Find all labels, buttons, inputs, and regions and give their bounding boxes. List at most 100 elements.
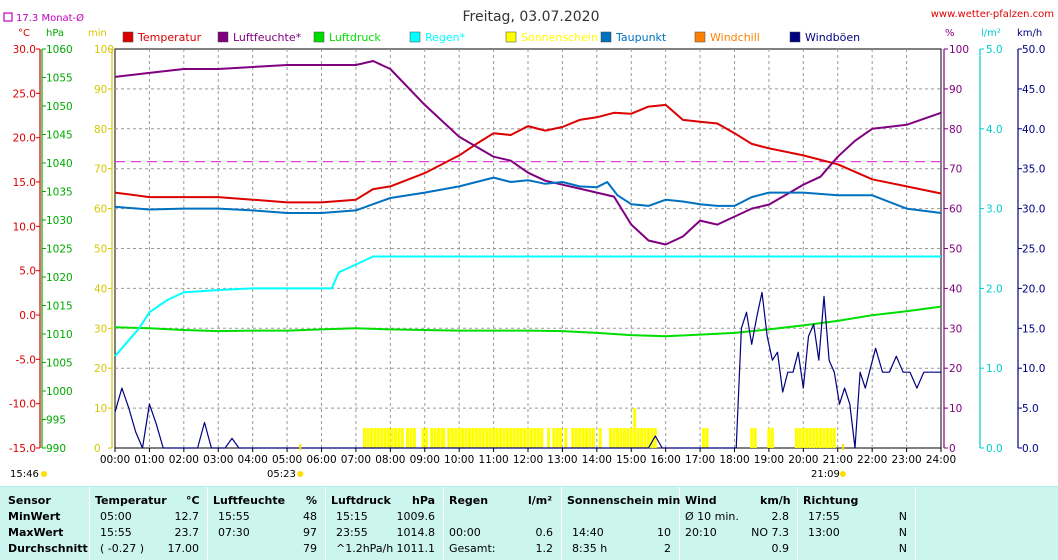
stats-cell-press-time: 15:15 bbox=[336, 510, 368, 523]
sunshine-bar bbox=[495, 428, 499, 448]
sunshine-bar bbox=[767, 428, 771, 448]
legend-swatch bbox=[313, 31, 325, 43]
legend-label: Regen* bbox=[425, 31, 466, 44]
axis-tick-label: 50 bbox=[94, 244, 107, 256]
axis-tick-label: 90 bbox=[94, 84, 107, 96]
unit-lm2: l/m² bbox=[981, 28, 1001, 39]
sunshine-bar bbox=[805, 428, 809, 448]
monthly-avg-label: 17.3 Monat-Ø bbox=[16, 12, 84, 24]
stats-cell-temp-time: 05:00 bbox=[100, 510, 132, 523]
x-tick-label: 12:00 bbox=[513, 454, 543, 466]
sunshine-bar bbox=[636, 428, 640, 448]
sunshine-bar bbox=[770, 428, 774, 448]
axis-tick-label: -15.0 bbox=[9, 443, 36, 455]
stats-header-temp: Temperatur bbox=[95, 494, 167, 507]
sunshine-bar bbox=[430, 428, 434, 448]
sunshine-bar bbox=[829, 428, 833, 448]
sunshine-bar bbox=[626, 428, 630, 448]
sunshine-bar bbox=[409, 428, 413, 448]
sunshine-bar bbox=[464, 428, 468, 448]
sunshine-bar bbox=[450, 428, 454, 448]
stats-cell-temp-time: ( -0.27 ) bbox=[100, 542, 145, 555]
unit-kmh: km/h bbox=[1017, 28, 1042, 39]
chart-title: Freitag, 03.07.2020 bbox=[463, 9, 600, 25]
stats-cell-temp-val: 12.7 bbox=[174, 510, 200, 523]
axis-tick-label: 1005 bbox=[46, 358, 73, 370]
sunshine-bar bbox=[457, 428, 461, 448]
axis-tick-label: 1000 bbox=[46, 386, 73, 398]
sunshine-bars bbox=[363, 408, 836, 448]
sunshine-bar bbox=[421, 428, 425, 448]
axis-tick-label: 3.0 bbox=[986, 204, 1003, 216]
sunshine-bar bbox=[366, 428, 370, 448]
sunshine-bar bbox=[801, 428, 805, 448]
stats-cell-press-time: 23:55 bbox=[336, 526, 368, 539]
stats-cell-rain-val: 0.6 bbox=[535, 526, 554, 539]
x-tick-label: 06:00 bbox=[306, 454, 336, 466]
stats-cell-hum-time: 15:55 bbox=[218, 510, 250, 523]
sunshine-bar bbox=[640, 428, 644, 448]
sunshine-bar bbox=[646, 428, 650, 448]
stats-cell-label: MinWert bbox=[8, 510, 61, 523]
sunshine-bar bbox=[581, 428, 585, 448]
sunshine-bar bbox=[585, 428, 589, 448]
sunshine-bar bbox=[798, 428, 802, 448]
sunshine-bar bbox=[633, 408, 637, 448]
axis-tick-label: 1025 bbox=[46, 244, 73, 256]
stats-cell-press-val: 1009.6 bbox=[396, 510, 436, 523]
stats-header-rain: Regen bbox=[449, 494, 489, 507]
axis-tick-label: 995 bbox=[46, 415, 66, 427]
axis-tick-label: 1035 bbox=[46, 187, 73, 199]
stats-header-hum-unit: % bbox=[306, 494, 318, 507]
stats-header-press: Luftdruck bbox=[331, 494, 391, 507]
sunshine-bar bbox=[502, 428, 506, 448]
stats-cell-wind-time: 20:10 bbox=[685, 526, 717, 539]
axis-tick-label: 4.0 bbox=[986, 124, 1003, 136]
x-tick-label: 10:00 bbox=[444, 454, 474, 466]
sunshine-bar bbox=[815, 428, 819, 448]
sunshine-bar bbox=[552, 428, 556, 448]
sunshine-bar bbox=[406, 428, 410, 448]
sunshine-bar bbox=[571, 428, 575, 448]
x-tick-label: 00:00 bbox=[100, 454, 130, 466]
axis-tick-label: -10.0 bbox=[9, 399, 36, 411]
stats-cell-wind-time: Ø 10 min. bbox=[685, 510, 739, 523]
stats-cell-wind-val: 2.8 bbox=[771, 510, 790, 523]
axis-tick-label: 0 bbox=[949, 443, 956, 455]
sunshine-bar bbox=[825, 428, 829, 448]
sunshine-bar bbox=[461, 428, 465, 448]
sunshine-bar bbox=[523, 428, 527, 448]
axis-tick-label: 1045 bbox=[46, 130, 73, 142]
monthly-avg-icon bbox=[3, 12, 13, 22]
series-line-regen bbox=[114, 255, 941, 357]
legend-label: Luftdruck bbox=[329, 31, 381, 44]
sunshine-bar bbox=[505, 428, 509, 448]
sunshine-bar bbox=[591, 428, 595, 448]
legend-label: Temperatur bbox=[137, 31, 202, 44]
series-line-luftdruck bbox=[114, 305, 942, 338]
sunshine-bar bbox=[609, 428, 613, 448]
sunshine-bar bbox=[478, 428, 482, 448]
sunshine-bar bbox=[653, 428, 657, 448]
legend-swatch bbox=[122, 31, 134, 43]
legend-swatch bbox=[789, 31, 801, 43]
sunshine-bar bbox=[387, 428, 391, 448]
unit-celsius: °C bbox=[18, 28, 30, 39]
axis-tick-label: 25.0 bbox=[13, 88, 36, 100]
stats-cell-wind-val: 0.9 bbox=[771, 542, 790, 555]
sunshine-bar bbox=[433, 428, 437, 448]
sunshine-bar bbox=[400, 428, 404, 448]
axis-tick-label: 80 bbox=[949, 124, 962, 136]
stats-cell-rain-time: 00:00 bbox=[449, 526, 481, 539]
site-url[interactable]: www.wetter-pfalzen.com bbox=[931, 9, 1054, 20]
x-tick-label: 01:00 bbox=[134, 454, 164, 466]
legend-swatch bbox=[694, 31, 706, 43]
sunshine-bar bbox=[440, 428, 444, 448]
axis-tick-label: 70 bbox=[94, 164, 107, 176]
axis-tick-label: 25.0 bbox=[1022, 244, 1045, 256]
sun-icon bbox=[297, 471, 304, 477]
stats-cell-dir-val: N bbox=[898, 526, 907, 539]
stats-cell-sun-val: 2 bbox=[664, 542, 671, 555]
series-line-luftfeuchte bbox=[114, 60, 942, 246]
axis-tick-label: 1050 bbox=[46, 101, 73, 113]
